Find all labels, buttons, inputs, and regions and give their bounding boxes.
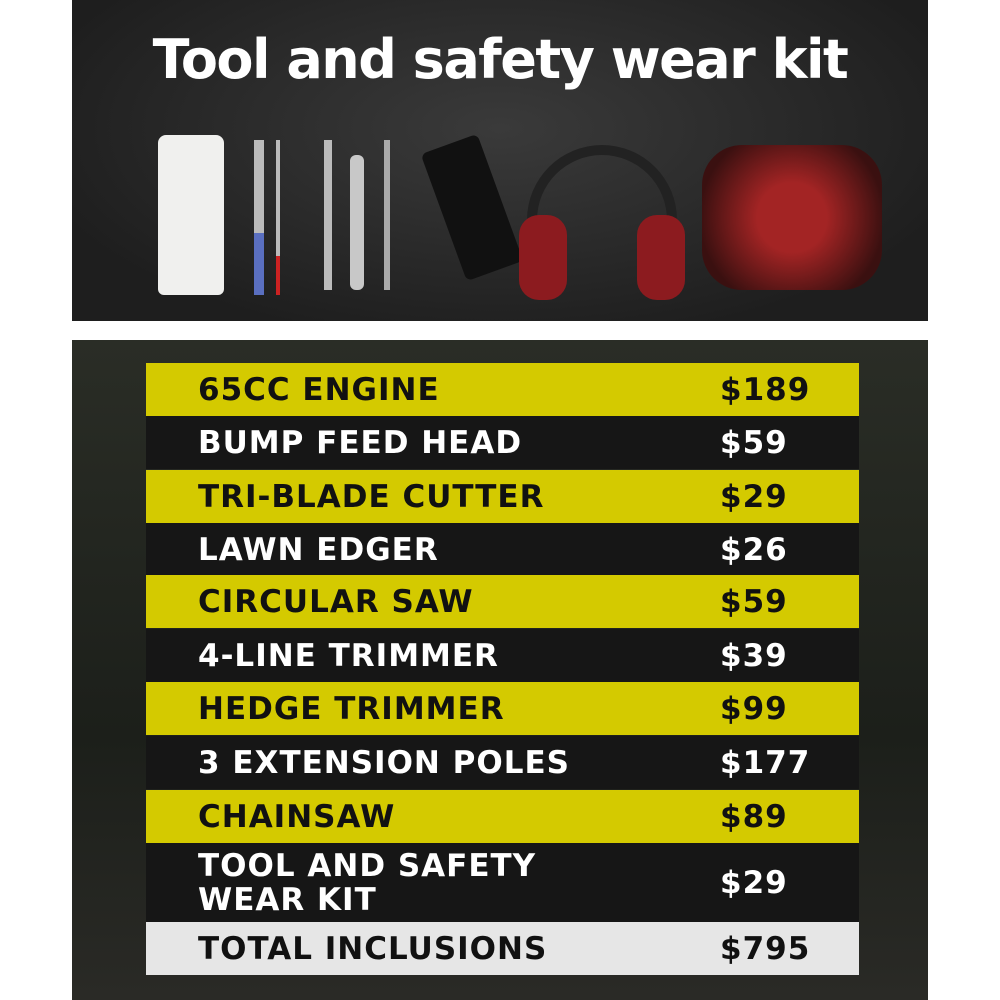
item-price: $89 — [720, 798, 788, 835]
item-price: $59 — [720, 424, 788, 461]
gloves-and-glasses-icon — [702, 145, 882, 290]
screwdriver-icon — [254, 140, 264, 295]
kit-banner: Tool and safety wear kit — [72, 0, 928, 321]
item-label: 4-LINE TRIMMER — [198, 637, 499, 674]
total-price: $795 — [720, 930, 811, 967]
price-row: HEDGE TRIMMER $99 — [146, 682, 859, 735]
price-row: LAWN EDGER $26 — [146, 523, 859, 576]
total-row: TOTAL INCLUSIONS $795 — [146, 922, 859, 975]
item-price: $177 — [720, 744, 811, 781]
item-label: 65CC ENGINE — [198, 371, 440, 408]
price-row: TOOL AND SAFETY WEAR KIT $29 — [146, 843, 859, 922]
price-row: 4-LINE TRIMMER $39 — [146, 629, 859, 682]
item-label: HEDGE TRIMMER — [198, 690, 505, 727]
price-row: CIRCULAR SAW $59 — [146, 575, 859, 628]
item-label: TRI-BLADE CUTTER — [198, 478, 545, 515]
price-row: CHAINSAW $89 — [146, 790, 859, 843]
banner-title: Tool and safety wear kit — [152, 28, 849, 91]
item-label: LAWN EDGER — [198, 531, 439, 568]
harness-strap-icon — [420, 133, 524, 282]
spark-plug-wrench-icon — [324, 140, 332, 290]
item-price: $29 — [720, 864, 788, 901]
price-row: BUMP FEED HEAD $59 — [146, 416, 859, 469]
item-price: $189 — [720, 371, 811, 408]
item-price: $99 — [720, 690, 788, 727]
price-row: 65CC ENGINE $189 — [146, 363, 859, 416]
item-label: CHAINSAW — [198, 798, 396, 835]
item-price: $59 — [720, 583, 788, 620]
item-price: $26 — [720, 531, 788, 568]
file-icon — [276, 140, 280, 295]
item-price: $39 — [720, 637, 788, 674]
item-label: 3 EXTENSION POLES — [198, 744, 570, 781]
total-label: TOTAL INCLUSIONS — [198, 930, 548, 967]
item-label: TOOL AND SAFETY WEAR KIT — [198, 847, 537, 918]
spanner-icon — [350, 155, 364, 290]
price-row: TRI-BLADE CUTTER $29 — [146, 470, 859, 523]
item-label: BUMP FEED HEAD — [198, 424, 523, 461]
price-row: 3 EXTENSION POLES $177 — [146, 736, 859, 789]
hex-keys-icon — [384, 140, 390, 290]
earmuffs-icon — [519, 145, 685, 300]
item-label: CIRCULAR SAW — [198, 583, 474, 620]
item-price: $29 — [720, 478, 788, 515]
oil-bottle-icon — [158, 135, 224, 295]
